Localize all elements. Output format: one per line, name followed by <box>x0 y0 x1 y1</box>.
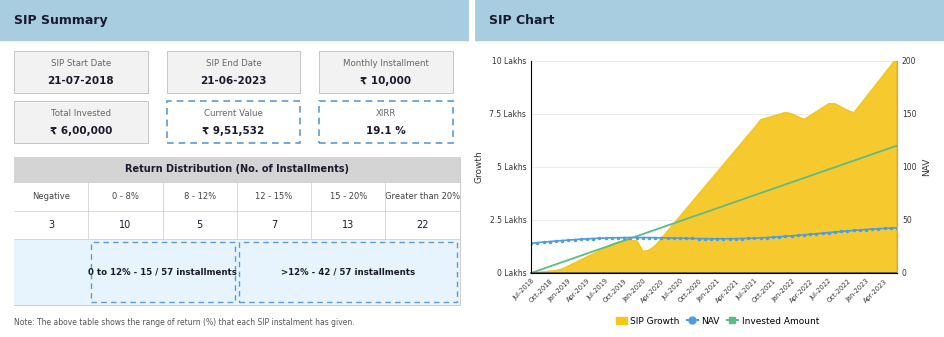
Text: Monthly Installment: Monthly Installment <box>343 59 429 68</box>
Bar <box>91 242 234 302</box>
Text: 0 - 8%: 0 - 8% <box>112 192 139 201</box>
Bar <box>319 51 453 93</box>
Text: SIP Chart: SIP Chart <box>489 14 554 27</box>
Legend: SIP Growth, NAV, Invested Amount: SIP Growth, NAV, Invested Amount <box>613 313 822 329</box>
Text: 7: 7 <box>271 220 278 230</box>
Text: ₹ 10,000: ₹ 10,000 <box>361 76 412 86</box>
Text: Greater than 20%: Greater than 20% <box>385 192 461 201</box>
Text: 15 - 20%: 15 - 20% <box>329 192 367 201</box>
Text: 12 - 15%: 12 - 15% <box>256 192 293 201</box>
Text: Current Value: Current Value <box>204 109 262 118</box>
Bar <box>14 157 460 182</box>
Text: 10: 10 <box>119 220 131 230</box>
Text: SIP Start Date: SIP Start Date <box>51 59 111 68</box>
Text: >12% - 42 / 57 installments: >12% - 42 / 57 installments <box>281 268 415 277</box>
Text: Return Distribution (No. of Installments): Return Distribution (No. of Installments… <box>125 164 349 174</box>
Bar <box>166 101 300 143</box>
Text: 0 to 12% - 15 / 57 installments: 0 to 12% - 15 / 57 installments <box>88 268 237 277</box>
Text: 21-06-2023: 21-06-2023 <box>200 76 266 86</box>
Text: Note: The above table shows the range of return (%) that each SIP instalment has: Note: The above table shows the range of… <box>14 318 355 327</box>
Text: 21-07-2018: 21-07-2018 <box>47 76 114 86</box>
Bar <box>475 0 944 40</box>
Text: SIP End Date: SIP End Date <box>206 59 261 68</box>
Text: XIRR: XIRR <box>376 109 396 118</box>
Text: ₹ 9,51,532: ₹ 9,51,532 <box>202 126 264 136</box>
Bar <box>0 0 469 40</box>
Bar <box>14 239 460 305</box>
Text: Total Invested: Total Invested <box>51 109 111 118</box>
Bar <box>166 51 300 93</box>
Bar <box>239 242 458 302</box>
Text: SIP Summary: SIP Summary <box>14 14 108 27</box>
Bar <box>14 211 460 239</box>
Bar <box>14 182 460 211</box>
Text: 8 - 12%: 8 - 12% <box>184 192 216 201</box>
Text: Negative: Negative <box>32 192 70 201</box>
Text: 19.1 %: 19.1 % <box>366 126 406 136</box>
Text: 3: 3 <box>48 220 55 230</box>
Bar <box>14 51 148 93</box>
Y-axis label: Growth: Growth <box>475 150 484 183</box>
Bar <box>14 101 148 143</box>
Text: 22: 22 <box>416 220 429 230</box>
Text: 5: 5 <box>196 220 203 230</box>
Y-axis label: NAV: NAV <box>922 158 931 176</box>
Bar <box>14 157 460 305</box>
Text: ₹ 6,00,000: ₹ 6,00,000 <box>50 126 112 136</box>
Bar <box>319 101 453 143</box>
Text: 13: 13 <box>343 220 355 230</box>
